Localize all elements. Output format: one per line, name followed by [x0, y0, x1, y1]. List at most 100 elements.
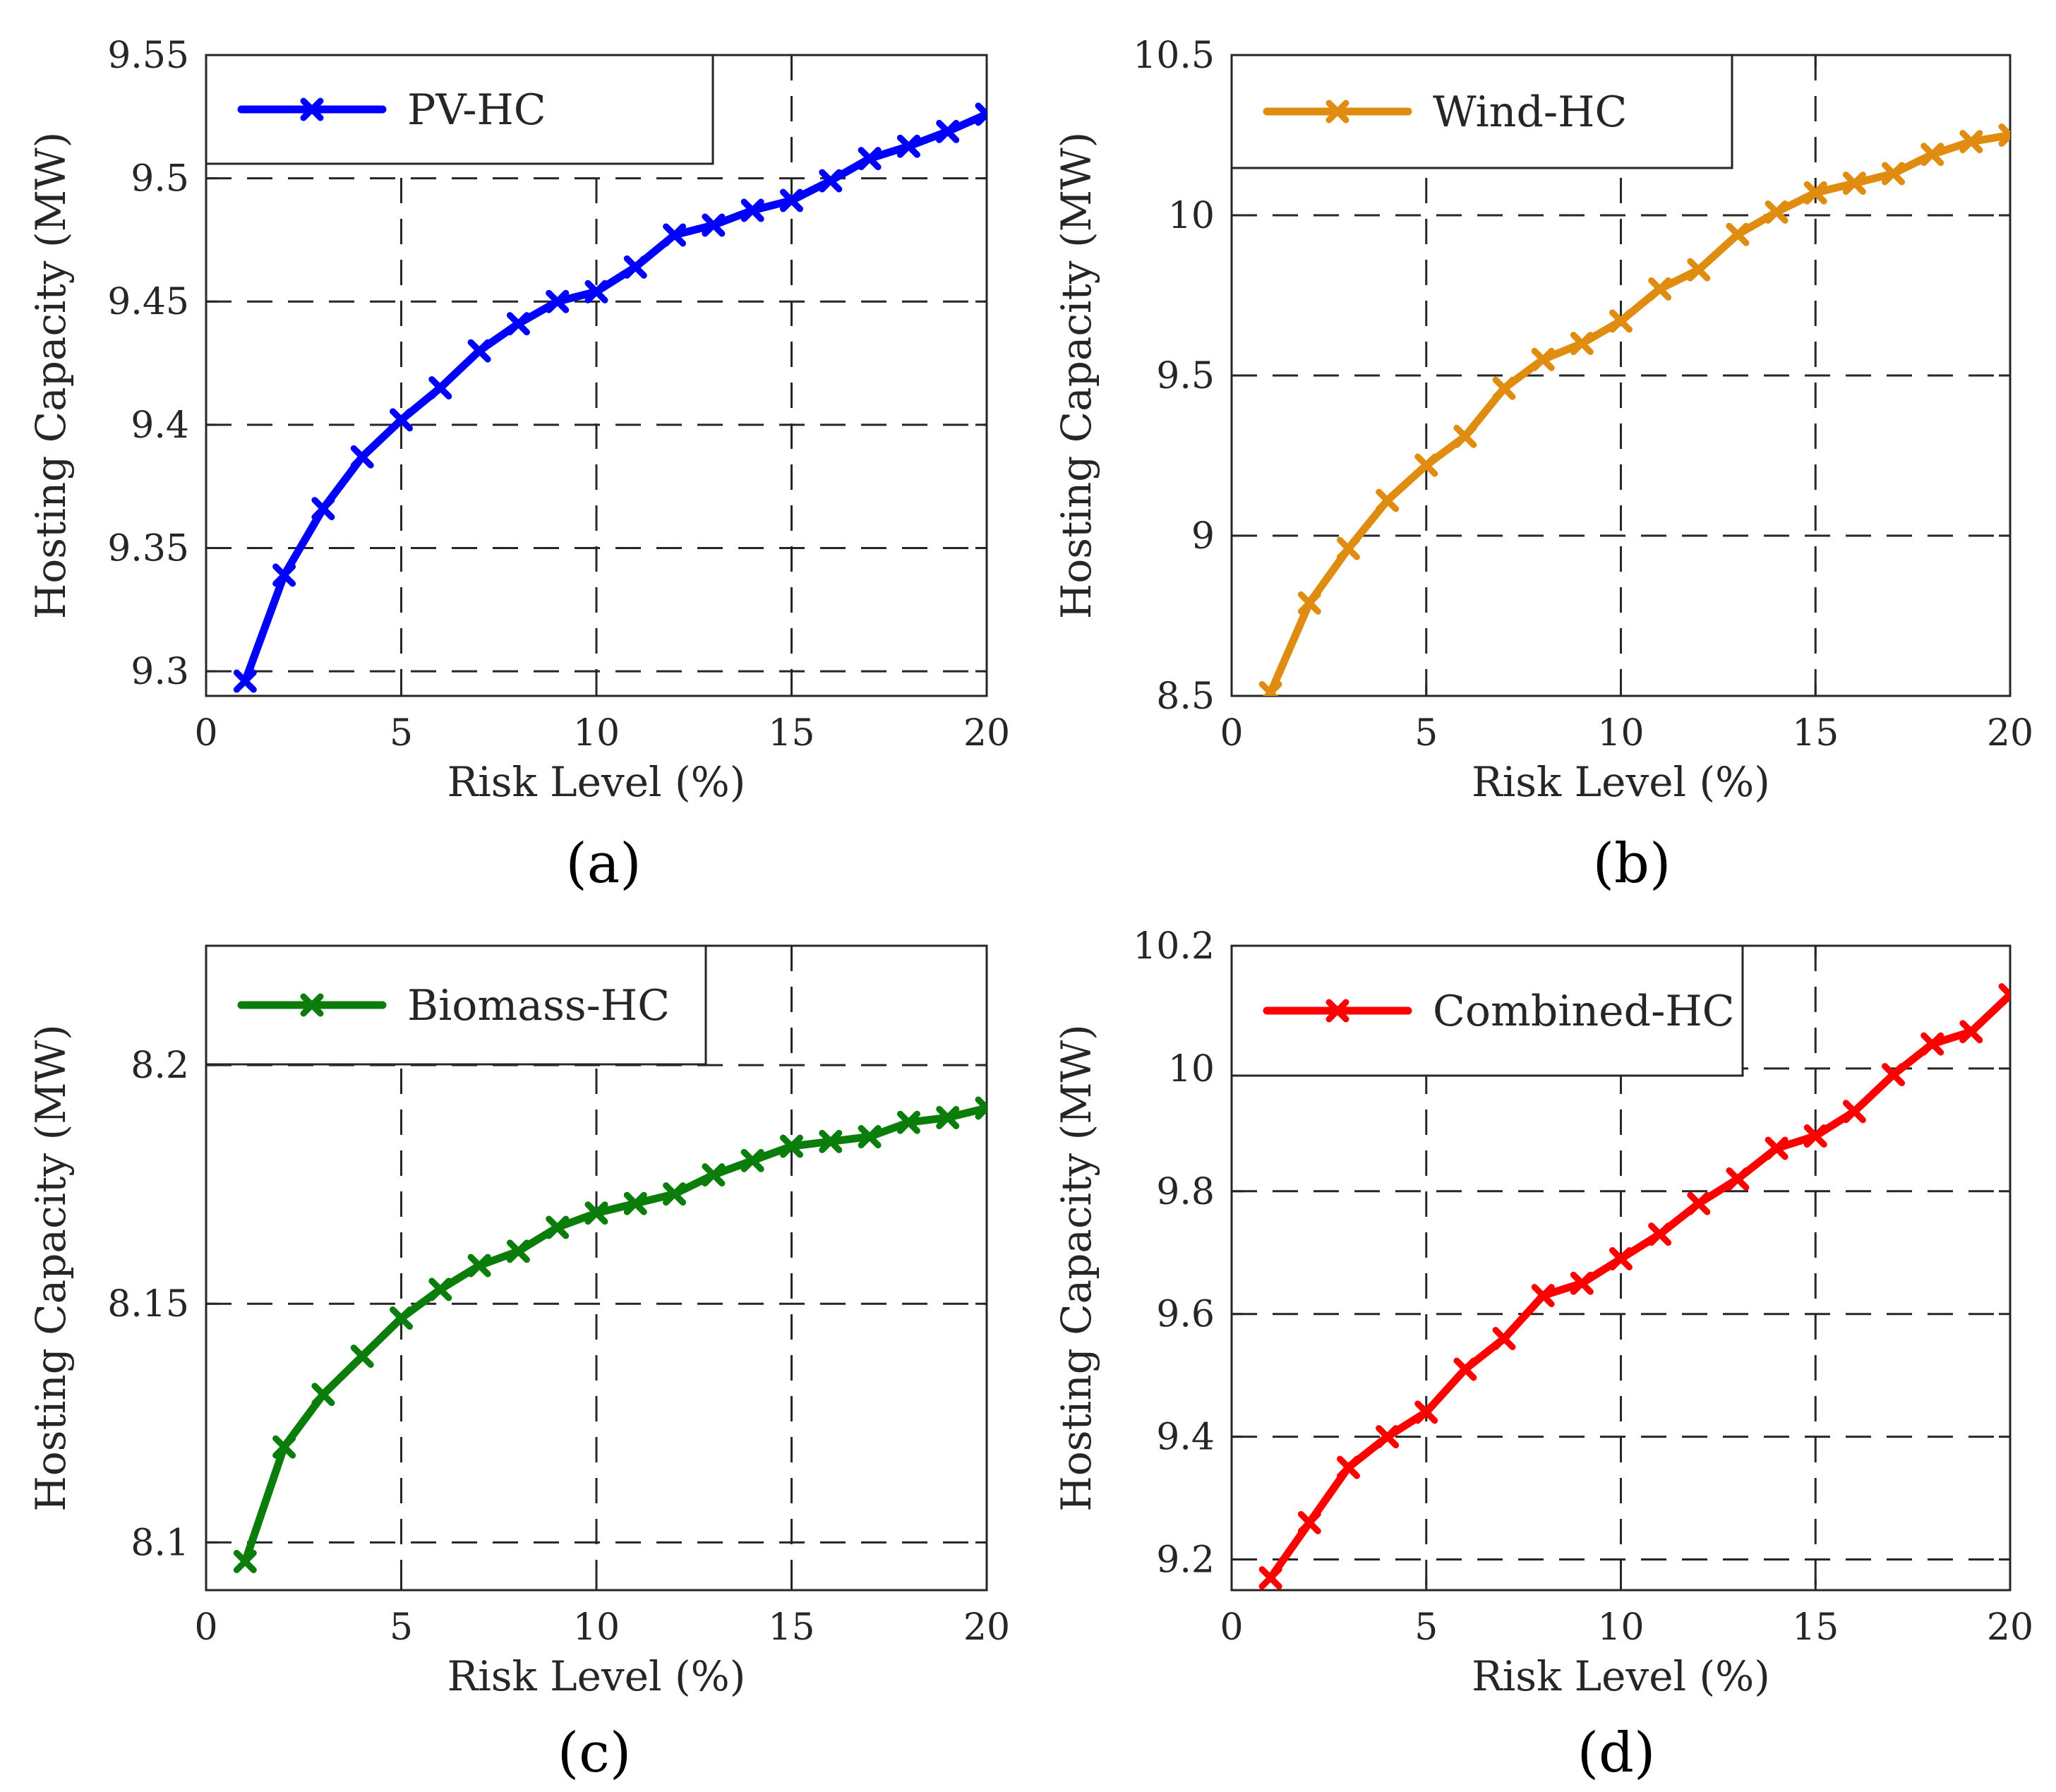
series-1 — [233, 1096, 987, 1573]
y-tick-label: 9.6 — [1156, 1294, 1215, 1336]
x-tick-label: 10 — [573, 1606, 620, 1649]
data-point — [1376, 1425, 1400, 1449]
data-point — [1998, 124, 2010, 147]
y-tick-label: 9.4 — [131, 404, 189, 447]
x-tick-label: 10 — [1597, 712, 1644, 754]
data-point — [233, 1549, 257, 1573]
data-point — [896, 1110, 920, 1134]
data-point — [740, 1148, 764, 1172]
chart-panel-2: 0 5 10 15 20 8.5 9 9.5 10 10.5 Risk Level (%) Hosti… — [1052, 35, 2033, 896]
panel-caption: (a) — [565, 832, 641, 896]
y-tick-label: 9.45 — [107, 281, 189, 323]
data-point — [1297, 1510, 1321, 1534]
y-axis-label: Hosting Capacity (MW) — [1052, 132, 1100, 620]
panel-caption: (b) — [1593, 832, 1671, 896]
y-tick-label: 10 — [1168, 195, 1215, 237]
data-point — [858, 147, 882, 171]
series-1 — [233, 102, 987, 693]
data-point — [623, 1191, 647, 1215]
data-point — [1609, 1246, 1633, 1270]
y-tick-label: 9.35 — [107, 527, 189, 570]
chart-panel-4: 0 5 10 15 20 9.2 9.4 9.6 9.8 10 10.2 Risk Level (%)… — [1052, 925, 2033, 1785]
y-tick-label: 9.55 — [107, 35, 189, 77]
data-point — [1453, 424, 1477, 448]
data-point — [1842, 1100, 1866, 1124]
data-point — [1414, 1400, 1438, 1424]
x-tick-label: 20 — [1987, 1606, 2033, 1649]
data-point — [428, 1277, 452, 1301]
data-point — [311, 1383, 335, 1407]
x-axis-label: Risk Level (%) — [1472, 758, 1770, 806]
data-point — [546, 1215, 570, 1239]
data-point — [1998, 983, 2010, 1007]
legend: PV-HC — [205, 54, 714, 165]
data-point — [390, 1306, 413, 1330]
x-tick-label: 5 — [1414, 712, 1438, 754]
y-tick-label: 9.5 — [1156, 355, 1215, 397]
x-tick-label: 0 — [1220, 712, 1243, 754]
data-point — [1687, 1191, 1711, 1215]
data-point — [584, 279, 608, 303]
data-point — [1726, 1167, 1750, 1191]
data-point — [1297, 591, 1321, 615]
y-axis-label: Hosting Capacity (MW) — [1052, 1024, 1100, 1512]
data-point — [428, 375, 452, 399]
panel-caption: (d) — [1577, 1721, 1656, 1785]
data-point — [1492, 376, 1516, 400]
data-point — [1376, 488, 1400, 512]
data-point — [233, 669, 257, 693]
y-tick-label: 8.2 — [131, 1045, 189, 1087]
data-point — [702, 213, 726, 237]
y-tick-label: 9.5 — [131, 158, 189, 200]
legend-label: PV-HC — [407, 85, 546, 135]
x-tick-label: 15 — [768, 712, 814, 754]
legend-swatch-marker — [300, 993, 324, 1017]
y-tick-label: 8.1 — [131, 1522, 189, 1564]
x-tick-label: 5 — [1414, 1606, 1438, 1649]
x-tick-label: 10 — [1597, 1606, 1644, 1649]
data-point — [1609, 309, 1633, 333]
y-tick-label: 10 — [1168, 1048, 1215, 1090]
series-line — [241, 1104, 987, 1565]
x-tick-label: 0 — [194, 1606, 217, 1649]
x-tick-label: 20 — [963, 712, 1010, 754]
data-point — [780, 1134, 803, 1158]
x-tick-label: 20 — [1987, 712, 2033, 754]
data-point — [546, 289, 570, 313]
x-axis-label: Risk Level (%) — [447, 1652, 746, 1700]
legend-label: Wind-HC — [1433, 88, 1627, 137]
data-point — [896, 134, 920, 158]
data-point — [702, 1163, 726, 1187]
x-axis-label: Risk Level (%) — [447, 758, 746, 806]
y-axis-label: Hosting Capacity (MW) — [27, 1024, 75, 1512]
data-point — [1492, 1327, 1516, 1350]
data-point — [1414, 453, 1438, 477]
data-point — [467, 1253, 491, 1277]
data-point — [1765, 1136, 1789, 1160]
data-point — [819, 1129, 843, 1153]
data-point — [350, 445, 374, 469]
data-point — [1920, 143, 1944, 167]
data-point — [1765, 200, 1789, 224]
data-point — [1336, 1455, 1360, 1479]
x-tick-label: 15 — [768, 1606, 814, 1649]
data-point — [1648, 1222, 1672, 1246]
legend: Combined-HC — [1230, 944, 1744, 1077]
data-point — [467, 339, 491, 363]
series-1 — [1258, 124, 2010, 696]
legend-label: Biomass-HC — [407, 981, 670, 1030]
series-line — [241, 110, 987, 685]
legend-swatch-marker — [1325, 999, 1349, 1023]
y-tick-label: 9.4 — [1156, 1417, 1215, 1459]
legend-box — [205, 944, 707, 1066]
data-point — [1531, 347, 1555, 371]
data-point — [506, 312, 530, 336]
data-point — [975, 1096, 987, 1120]
data-point — [1842, 172, 1866, 196]
data-point — [311, 497, 335, 521]
legend: Wind-HC — [1230, 54, 1733, 169]
x-tick-label: 15 — [1792, 1606, 1839, 1649]
x-tick-label: 5 — [390, 712, 413, 754]
data-point — [390, 408, 413, 432]
